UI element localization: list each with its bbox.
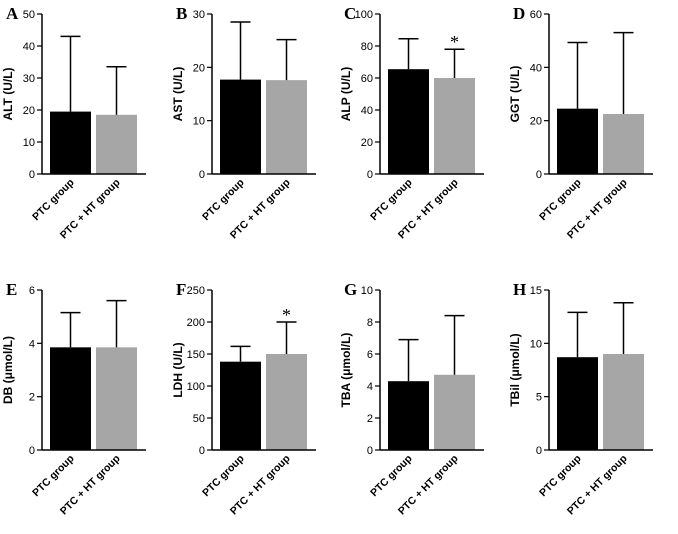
panel-b-bar-ptc-ht [266,80,307,174]
panel-h-category-label-ptc: PTC group [537,453,583,499]
panel-e-y-tick-label: 6 [29,285,35,297]
panel-e-category-label-ptc: PTC group [30,453,76,499]
panel-a-y-axis-label: ALT (U/L) [1,67,15,120]
panel-g-y-tick-label: 4 [367,381,373,393]
panel-f-category-label-ptc: PTC group [200,453,246,499]
panel-e-y-tick-label: 2 [29,392,35,404]
panel-f-y-axis-label: LDH (U/L) [171,342,185,397]
panel-b-y-tick-label: 10 [193,116,205,128]
panel-f-y-tick-label: 0 [199,445,205,457]
panel-b-y-tick-label: 0 [199,169,205,181]
panel-c-y-tick-label: 80 [361,41,373,53]
panel-a-y-tick-label: 30 [23,73,35,85]
panel-f-bar-ptc-ht [266,354,307,450]
panel-b-letter: B [176,4,187,23]
panel-b-y-tick-label: 30 [193,9,205,21]
panel-h-letter: H [513,280,526,299]
panel-d-y-tick-label: 60 [530,9,542,21]
panel-e-bar-ptc-ht [96,347,137,450]
panel-b-y-tick-label: 20 [193,62,205,74]
panel-f-significance-marker: * [282,305,291,325]
panel-c-y-tick-label: 100 [355,9,373,21]
panel-c-y-tick-label: 60 [361,73,373,85]
panel-e-y-axis-label: DB (μmol/L) [1,336,15,404]
panel-a-y-tick-label: 50 [23,9,35,21]
panel-h-y-tick-label: 10 [530,338,542,350]
panel-h-y-tick-label: 15 [530,285,542,297]
panel-g-letter: G [344,280,357,299]
panel-g-category-label-ptc: PTC group [368,453,414,499]
panel-a-y-tick-label: 20 [23,105,35,117]
panel-b-bar-ptc [220,79,261,174]
panel-h-bar-ptc-ht [603,354,644,450]
panel-h-y-tick-label: 0 [536,445,542,457]
panel-b-category-label-ptc: PTC group [200,177,246,223]
panel-f-letter: F [176,280,186,299]
panel-g-bar-ptc-ht [434,374,475,450]
panel-c-significance-marker: * [450,32,459,52]
panel-d-y-tick-label: 40 [530,62,542,74]
panel-h-bar-ptc [557,357,598,450]
panel-c-bar-ptc-ht [434,78,475,174]
panel-d-letter: D [513,4,525,23]
panel-c-y-tick-label: 40 [361,105,373,117]
panel-c-y-axis-label: ALP (U/L) [339,67,353,121]
panel-f-bar-ptc [220,361,261,450]
panel-c-letter: C [344,4,356,23]
panel-c-bar-ptc [388,69,429,174]
panel-a-bar-ptc-ht [96,114,137,174]
panel-d-category-label-ptc: PTC group [537,177,583,223]
panel-a-y-tick-label: 40 [23,41,35,53]
panel-a-letter: A [6,4,19,23]
panel-c-category-label-ptc: PTC group [368,177,414,223]
panel-g-bar-ptc [388,381,429,450]
panel-d-bar-ptc-ht [603,114,644,174]
panel-d-y-tick-label: 20 [530,116,542,128]
panel-c-y-tick-label: 20 [361,137,373,149]
panel-a-category-label-ptc: PTC group [30,177,76,223]
panel-g-y-tick-label: 8 [367,317,373,329]
panel-g-y-axis-label: TBA (μmol/L) [339,333,353,408]
panel-e-letter: E [6,280,17,299]
panel-h-y-tick-label: 5 [536,392,542,404]
panel-f-y-tick-label: 200 [187,317,205,329]
panel-b-y-axis-label: AST (U/L) [171,67,185,122]
panel-a-y-tick-label: 10 [23,137,35,149]
panel-f-y-tick-label: 100 [187,381,205,393]
panel-g-y-tick-label: 0 [367,445,373,457]
panel-f-y-tick-label: 250 [187,285,205,297]
panel-a-y-tick-label: 0 [29,169,35,181]
panel-d-bar-ptc [557,108,598,174]
panel-d-y-tick-label: 0 [536,169,542,181]
panel-c-y-tick-label: 0 [367,169,373,181]
panel-d-y-axis-label: GGT (U/L) [508,66,522,123]
panel-e-bar-ptc [50,347,91,450]
panel-g-y-tick-label: 10 [361,285,373,297]
panel-e-y-tick-label: 0 [29,445,35,457]
panel-g-y-tick-label: 2 [367,413,373,425]
panel-h-y-axis-label: TBil (μmol/L) [508,333,522,406]
panel-e-y-tick-label: 4 [29,338,35,350]
panel-g-y-tick-label: 6 [367,349,373,361]
panel-a-bar-ptc [50,111,91,174]
panel-f-y-tick-label: 50 [193,413,205,425]
panel-f-y-tick-label: 150 [187,349,205,361]
